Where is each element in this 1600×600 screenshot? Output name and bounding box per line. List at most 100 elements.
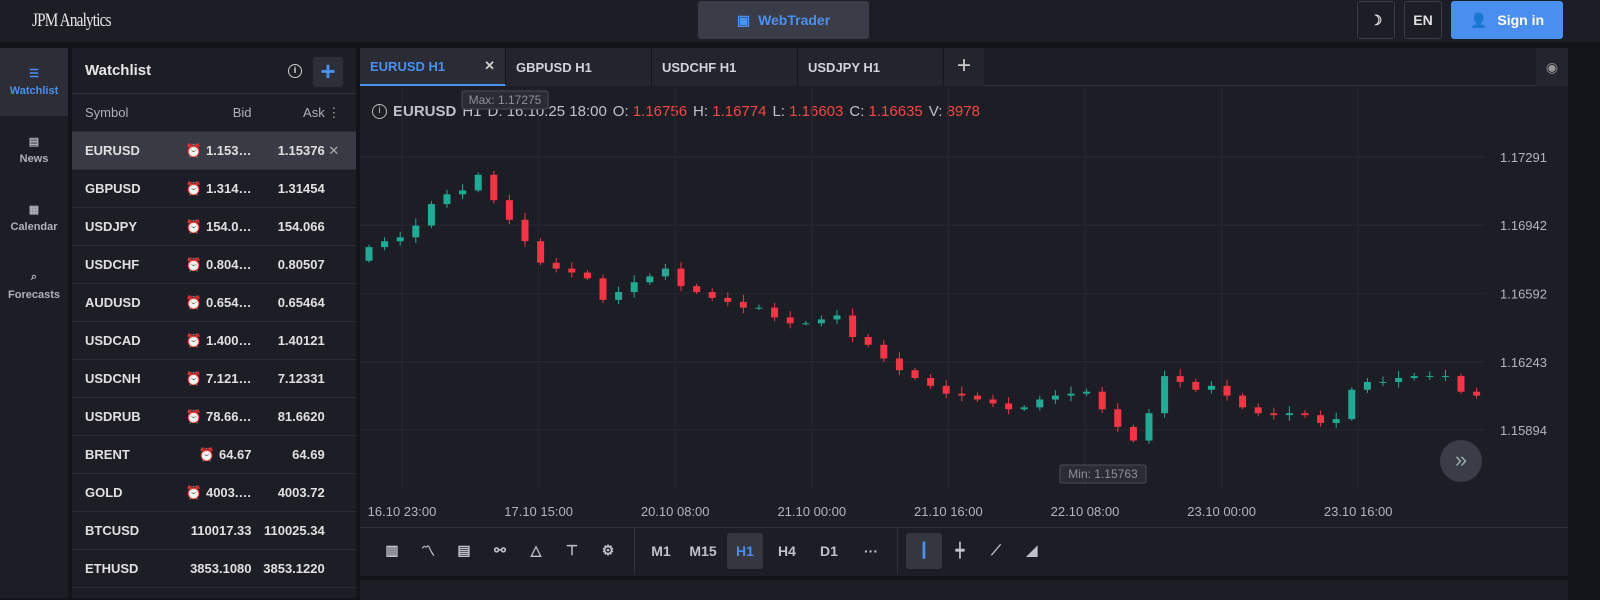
watchlist-row[interactable]: EURUSD ⏰ 1.153… 1.15376 ✕ bbox=[72, 132, 356, 170]
candle bbox=[958, 393, 966, 396]
text-icon[interactable]: ⊤ bbox=[565, 542, 579, 558]
lines-icon[interactable]: ⚯ bbox=[494, 542, 506, 558]
watchlist-row[interactable]: USDJPY ⏰ 154.0… 154.066 bbox=[72, 208, 356, 246]
col-ask[interactable]: Ask bbox=[303, 105, 325, 120]
candle bbox=[1176, 376, 1184, 382]
timeframe-m15[interactable]: M15 bbox=[689, 542, 717, 559]
timeframe-more[interactable]: ··· bbox=[864, 542, 878, 559]
watchlist-row[interactable]: USDCHF ⏰ 0.804… 0.80507 bbox=[72, 246, 356, 284]
candle bbox=[1083, 391, 1091, 394]
alarm-icon[interactable]: ⏰ bbox=[185, 180, 202, 196]
col-bid[interactable]: Bid bbox=[232, 105, 252, 120]
row-bid-cell: ⏰ 0.654… bbox=[167, 294, 252, 311]
candle bbox=[1161, 376, 1169, 414]
watchlist-row[interactable]: GBPUSD ⏰ 1.314… 1.31454 bbox=[72, 170, 356, 208]
area-chart-icon[interactable]: ◢ bbox=[1026, 542, 1038, 558]
watchlist-header: Symbol Bid Ask ⋮ bbox=[72, 94, 356, 132]
add-tab-button[interactable]: + bbox=[944, 48, 984, 86]
candle bbox=[1239, 395, 1247, 408]
logo[interactable]: JPM Analytics bbox=[32, 10, 112, 31]
chart-tab[interactable]: GBPUSD H1 bbox=[506, 48, 652, 86]
candle bbox=[942, 385, 950, 394]
x-tick-label: 22.10 08:00 bbox=[1051, 504, 1120, 519]
row-bid-cell: 110017.33 bbox=[167, 523, 252, 538]
candle bbox=[989, 399, 997, 404]
row-bid-cell: ⏰ 1.400… bbox=[167, 332, 252, 349]
candle bbox=[568, 268, 576, 273]
alarm-icon[interactable]: ⏰ bbox=[185, 294, 202, 310]
line-chart-icon[interactable]: ⟋ bbox=[991, 542, 1001, 558]
theme-toggle-button[interactable]: ☽ bbox=[1357, 1, 1395, 39]
watchlist-row[interactable]: ETHUSD 3853.1080 3853.1220 bbox=[72, 550, 356, 588]
scroll-to-latest-button[interactable]: » bbox=[1440, 440, 1482, 482]
candle bbox=[1192, 381, 1200, 390]
info-icon[interactable]: i bbox=[288, 64, 302, 78]
row-bid: 1.400… bbox=[205, 332, 252, 348]
alarm-icon[interactable]: ⏰ bbox=[185, 408, 202, 424]
row-bid: 154.0… bbox=[205, 218, 252, 234]
candle bbox=[1348, 389, 1356, 420]
candle bbox=[1285, 413, 1293, 416]
chart-settings-icon[interactable]: ⚙ bbox=[601, 542, 615, 558]
y-tick-label: 1.16243 bbox=[1500, 355, 1547, 370]
timeframe-h4[interactable]: H4 bbox=[778, 542, 796, 559]
candle bbox=[973, 395, 981, 400]
events-icon[interactable]: ▤ bbox=[457, 542, 471, 558]
watchlist-row[interactable]: AUDUSD ⏰ 0.654… 0.65464 bbox=[72, 284, 356, 322]
watchlist-row[interactable]: BRENT ⏰ 64.67 64.69 bbox=[72, 436, 356, 474]
row-bid-cell: ⏰ 1.153… bbox=[167, 142, 252, 159]
camera-icon[interactable]: ◉ bbox=[1536, 48, 1568, 86]
candle bbox=[1426, 376, 1434, 378]
candle bbox=[693, 286, 701, 293]
watchlist-row[interactable]: USDCAD ⏰ 1.400… 1.40121 bbox=[72, 322, 356, 360]
chart-panel: EURUSD H1 ✕ GBPUSD H1 USDCHF H1 USDJPY H1 + ◉… bbox=[360, 48, 1568, 576]
chart-tab[interactable]: USDCHF H1 bbox=[652, 48, 798, 86]
indicators-icon[interactable]: 〽 bbox=[421, 542, 435, 559]
col-symbol[interactable]: Symbol bbox=[85, 105, 129, 120]
alarm-icon[interactable]: ⏰ bbox=[185, 484, 202, 500]
alarm-icon[interactable]: ⏰ bbox=[185, 332, 202, 348]
volume-icon[interactable]: ▥ bbox=[385, 542, 399, 558]
row-bid: 0.654… bbox=[205, 294, 252, 310]
chart-tab[interactable]: USDJPY H1 bbox=[798, 48, 944, 86]
watchlist-row[interactable]: USDCNH ⏰ 7.121… 7.12331 bbox=[72, 360, 356, 398]
nav-news[interactable]: ▤ News bbox=[19, 136, 49, 165]
nav-calendar[interactable]: ▦ Calendar bbox=[10, 204, 58, 233]
shapes-icon[interactable]: △ bbox=[530, 542, 542, 558]
alarm-icon[interactable]: ⏰ bbox=[185, 142, 202, 158]
timeframe-h1[interactable]: H1 bbox=[727, 532, 763, 569]
close-icon[interactable]: ✕ bbox=[484, 58, 495, 73]
remove-icon[interactable]: ✕ bbox=[328, 142, 340, 158]
alarm-icon[interactable]: ⏰ bbox=[185, 218, 202, 234]
candle bbox=[583, 272, 591, 279]
bars-icon[interactable]: ┿ bbox=[955, 542, 965, 558]
timeframe-m1[interactable]: M1 bbox=[651, 542, 671, 559]
candles-icon[interactable]: ┃ bbox=[906, 532, 942, 569]
alarm-icon[interactable]: ⏰ bbox=[198, 446, 215, 462]
more-icon[interactable]: ⋮ bbox=[327, 104, 341, 120]
chart-icon: ▣ bbox=[736, 11, 751, 28]
row-bid-cell: ⏰ 78.66… bbox=[167, 408, 252, 425]
candle bbox=[1301, 413, 1309, 416]
row-ask: 3853.1220 bbox=[263, 561, 325, 576]
row-bid-cell: 3853.1080 bbox=[167, 561, 251, 576]
sign-in-button[interactable]: 👤 Sign in bbox=[1451, 1, 1563, 39]
timeframe-d1[interactable]: D1 bbox=[820, 542, 838, 559]
alarm-icon[interactable]: ⏰ bbox=[185, 256, 202, 272]
chart-tab[interactable]: EURUSD H1 ✕ bbox=[360, 48, 506, 86]
webtrader-button[interactable]: ▣ WebTrader bbox=[698, 1, 869, 39]
watchlist-row[interactable]: GOLD ⏰ 4003.… 4003.72 bbox=[72, 474, 356, 512]
nav-watchlist[interactable]: ☰ Watchlist bbox=[0, 48, 68, 116]
y-tick-label: 1.17291 bbox=[1500, 150, 1547, 165]
watchlist-row[interactable]: BTCUSD 110017.33 110025.34 bbox=[72, 512, 356, 550]
candle bbox=[521, 219, 529, 242]
language-button[interactable]: EN bbox=[1404, 1, 1442, 39]
nav-forecasts[interactable]: ⌕ Forecasts bbox=[8, 271, 60, 301]
watchlist-row[interactable]: USDRUB ⏰ 78.66… 81.6620 bbox=[72, 398, 356, 436]
candlestick-chart[interactable]: 1.17291 1.16942 1.16592 1.16243 1.15894 16.10… bbox=[360, 88, 1568, 528]
alarm-icon[interactable]: ⏰ bbox=[185, 370, 202, 386]
x-tick-label: 21.10 16:00 bbox=[914, 504, 983, 519]
add-symbol-button[interactable]: + bbox=[313, 57, 343, 87]
candle bbox=[443, 194, 451, 205]
candle bbox=[1441, 376, 1449, 378]
